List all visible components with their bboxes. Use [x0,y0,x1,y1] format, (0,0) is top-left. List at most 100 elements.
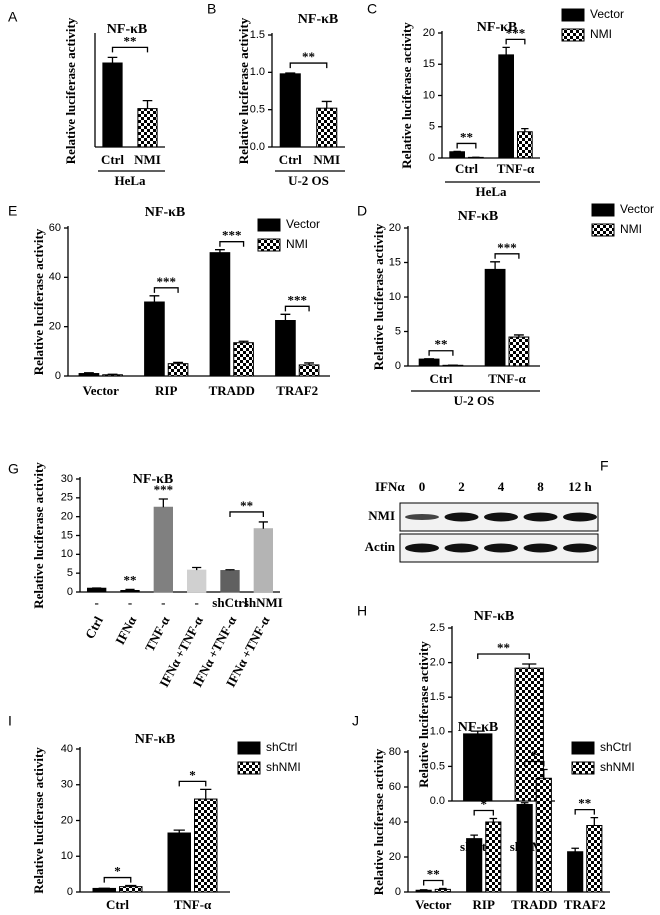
bar [153,506,174,593]
error-bar [502,46,510,55]
lane-label: 2 [458,479,465,494]
panel-letter: I [8,713,12,729]
chart-title: NF-κB [458,209,498,224]
group-label: HeLa [475,184,507,199]
bar [279,73,301,148]
y-tick-label: 30 [61,473,73,485]
bar [119,886,143,893]
x-tick-label: TNF-α [174,897,212,912]
error-bar [200,788,212,800]
significance-bracket [219,241,245,247]
blot-band [563,543,597,553]
bar [466,838,483,893]
x-tick-label: TRAF2 [276,383,318,398]
x-tick-label: RIP [155,383,177,398]
significance-bracket [574,808,595,815]
significance-label: *** [154,482,174,497]
chart-title: NF-κB [477,20,517,35]
x-tick-label: TRADD [511,897,557,912]
error-bar [540,768,548,779]
bar [102,62,123,148]
y-tick-label: 25 [61,492,73,504]
chart-title: NF-κB [298,12,338,27]
significance-bracket [505,38,526,45]
y-tick-label: 0 [429,152,435,164]
panel-letter: J [352,713,359,729]
error-bar [470,730,485,734]
y-tick-label: 1.0 [250,66,265,78]
bar [167,363,189,377]
y-tick-label: 20 [61,814,73,826]
significance-label: * [481,796,488,811]
y-tick-label: 20 [389,851,401,863]
group-label: HeLa [114,173,146,188]
blot-band [523,543,558,553]
error-bar [84,372,94,374]
significance-bracket [289,62,328,69]
error-bar [173,361,183,364]
significance-bracket [524,760,545,767]
y-axis-label: Relative luciferase activity [371,223,386,370]
significance-label: *** [288,292,308,307]
bar [517,131,533,159]
x-tick-label: Ctrl [429,371,452,386]
y-axis-label: Relative luciferase activity [31,228,46,375]
y-axis-label: Relative luciferase activity [63,17,78,164]
legend-label: NMI [620,222,642,236]
group-label: U-2 OS [454,393,495,408]
legend-swatch [561,28,585,42]
y-tick-label: 15 [423,58,435,70]
significance-label: ** [302,49,315,64]
x-tick-label: Vector [83,383,120,398]
x-sub-label: shCtrl [212,595,248,610]
error-bar [125,884,137,887]
error-bar [158,498,168,508]
y-tick-label: 5 [429,121,435,133]
error-bar [490,261,501,270]
x-tick-label: TNF-α [142,613,173,654]
bar [463,733,493,802]
error-bar [522,663,537,669]
lane-label: 8 [537,479,544,494]
panel-letter: D [357,203,367,219]
y-tick-label: 5 [395,325,401,337]
bar [418,358,440,367]
bar [167,832,191,893]
error-bar [215,249,225,253]
legend-label: NMI [286,237,308,251]
blot-band [523,512,558,522]
significance-label: * [531,747,538,762]
x-sub-label: - [94,595,98,610]
error-bar [280,313,291,321]
legend-label: shNMI [600,760,635,774]
y-tick-label: 2.0 [430,657,445,669]
significance-bracket [229,511,264,517]
bar [535,777,552,893]
group-label: U-2 OS [288,173,329,188]
y-tick-label: 1.5 [250,29,265,41]
error-bar [304,362,314,365]
significance-bracket [178,780,207,787]
bar [92,887,116,893]
bar [316,107,338,148]
error-bar [321,100,332,109]
legend-label: Vector [590,7,624,21]
x-tick-label: TNF-α [497,161,535,176]
y-tick-label: 20 [389,222,401,234]
y-tick-label: 10 [61,850,73,862]
error-bar [142,99,153,109]
significance-label: *** [506,25,526,40]
panel-letter: A [8,9,18,25]
treatment-label: IFNα [375,479,405,494]
error-bar [571,847,579,852]
bar [508,336,530,367]
blot-band [405,543,439,553]
panel-letter: C [367,1,377,17]
y-tick-label: 0.0 [250,141,265,153]
x-tick-label: Ctrl [101,152,124,167]
panel-letter: H [357,603,367,619]
legend-label: Vector [620,202,654,216]
bar [485,821,502,893]
x-sub-label: - [128,595,132,610]
bar [449,151,465,159]
